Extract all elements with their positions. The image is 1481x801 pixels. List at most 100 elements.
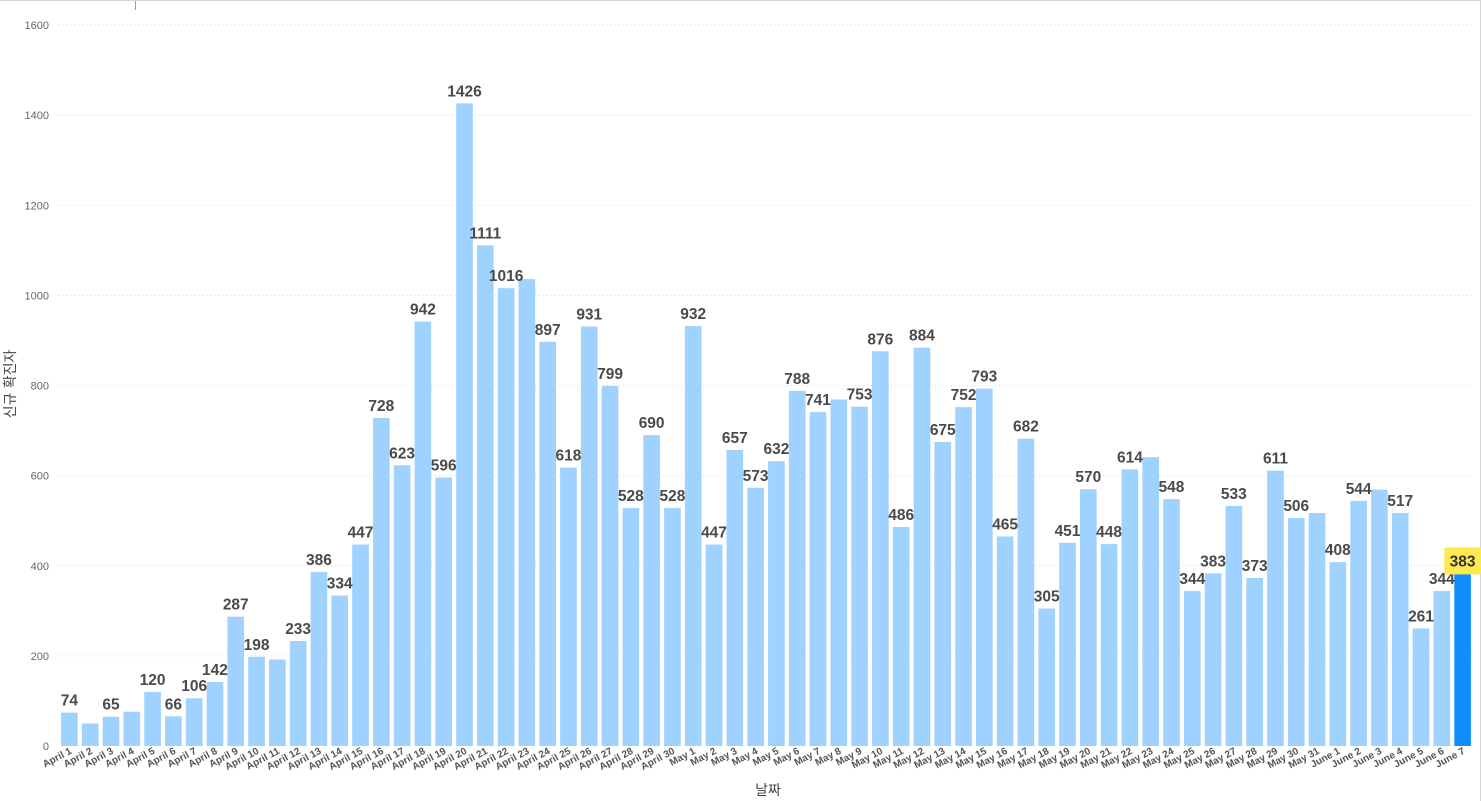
data-label: 120 [140, 672, 166, 689]
data-label: 66 [165, 696, 183, 713]
data-label: 682 [1013, 419, 1039, 436]
bar[interactable] [227, 616, 245, 746]
data-label: 142 [202, 662, 228, 679]
bar[interactable] [892, 526, 910, 746]
bar[interactable] [456, 103, 473, 746]
data-label: 752 [951, 387, 977, 404]
bar[interactable] [1059, 542, 1076, 746]
bar[interactable] [1100, 544, 1118, 746]
bar[interactable] [684, 326, 702, 746]
bar[interactable] [289, 641, 307, 746]
data-label: 897 [535, 322, 561, 339]
bar[interactable] [331, 595, 349, 746]
bar[interactable] [1412, 628, 1430, 746]
bar[interactable] [1163, 499, 1180, 746]
bar[interactable] [123, 711, 141, 746]
bar[interactable] [248, 656, 265, 746]
bar[interactable] [1121, 469, 1139, 746]
data-label: 1426 [447, 83, 482, 100]
data-label: 614 [1117, 449, 1143, 466]
data-label: 570 [1075, 469, 1101, 486]
bar[interactable] [726, 449, 744, 746]
bar[interactable] [580, 326, 598, 746]
data-label: 198 [244, 637, 270, 654]
bar[interactable] [1329, 562, 1347, 746]
bar[interactable] [955, 407, 972, 746]
data-label: 305 [1034, 589, 1060, 606]
data-label: 657 [722, 430, 748, 447]
data-label: 451 [1055, 523, 1081, 540]
data-label: 942 [410, 302, 436, 319]
bar[interactable] [352, 544, 369, 746]
bar[interactable] [1246, 577, 1263, 746]
bar[interactable] [664, 508, 681, 746]
bar[interactable] [872, 351, 889, 746]
bar[interactable] [976, 388, 993, 746]
bar[interactable] [1371, 489, 1388, 746]
bar[interactable] [788, 390, 806, 746]
bar[interactable] [310, 572, 328, 746]
y-axis-title: 신규 확진자 [3, 349, 19, 418]
bar[interactable] [393, 465, 411, 746]
bar[interactable] [768, 461, 785, 746]
bar[interactable] [1454, 573, 1471, 746]
bar[interactable] [1225, 505, 1243, 746]
bar[interactable] [414, 321, 432, 746]
bar[interactable] [1433, 590, 1451, 746]
bar[interactable] [539, 341, 556, 746]
data-label: 506 [1283, 498, 1309, 515]
bar[interactable] [1017, 438, 1035, 746]
data-label: 548 [1159, 479, 1185, 496]
bar[interactable] [830, 399, 848, 746]
bar[interactable] [435, 477, 453, 746]
bar[interactable] [144, 691, 161, 746]
bar[interactable] [518, 279, 536, 746]
bar[interactable] [81, 723, 99, 746]
data-label: 383 [1450, 553, 1476, 570]
bar[interactable] [622, 508, 640, 746]
bar[interactable] [1204, 573, 1222, 746]
bar[interactable] [996, 536, 1014, 746]
y-tick-label: 400 [31, 561, 49, 573]
bar[interactable] [372, 417, 390, 746]
bar[interactable] [851, 406, 868, 746]
data-label: 373 [1242, 558, 1268, 575]
bar[interactable] [1183, 590, 1201, 746]
bar[interactable] [809, 412, 827, 746]
y-tick-label: 600 [31, 471, 49, 483]
bar[interactable] [1350, 500, 1367, 746]
bar[interactable] [913, 347, 931, 746]
bar[interactable] [269, 659, 286, 746]
bar[interactable] [1079, 489, 1097, 746]
bar[interactable] [476, 245, 494, 746]
bar[interactable] [1308, 513, 1326, 746]
bar[interactable] [747, 487, 764, 746]
bar[interactable] [1038, 608, 1056, 746]
bar[interactable] [601, 385, 619, 746]
y-tick-label: 1600 [25, 20, 49, 32]
y-axis-ticks: 0 200 400 600 800 1000 1200 1400 1600 [25, 20, 49, 753]
bar[interactable] [1142, 457, 1160, 746]
frame-tick [135, 1, 136, 10]
bar[interactable] [934, 441, 952, 746]
data-label: 408 [1325, 542, 1351, 559]
data-label: 611 [1263, 451, 1288, 468]
data-label: 447 [701, 525, 727, 542]
bar[interactable] [560, 467, 577, 746]
bar[interactable] [61, 712, 78, 746]
data-label: 448 [1096, 524, 1122, 541]
bar[interactable] [102, 716, 120, 746]
data-label: 344 [1179, 571, 1205, 588]
bar[interactable] [165, 716, 182, 746]
bar[interactable] [206, 682, 224, 746]
bar[interactable] [1391, 513, 1409, 746]
bar[interactable] [1287, 517, 1305, 746]
bar[interactable] [643, 435, 660, 746]
bar[interactable] [1267, 470, 1284, 746]
bars [61, 103, 1471, 746]
bar[interactable] [705, 544, 723, 746]
data-label: 74 [61, 693, 79, 710]
bar[interactable] [185, 698, 203, 746]
bar[interactable] [497, 288, 515, 746]
